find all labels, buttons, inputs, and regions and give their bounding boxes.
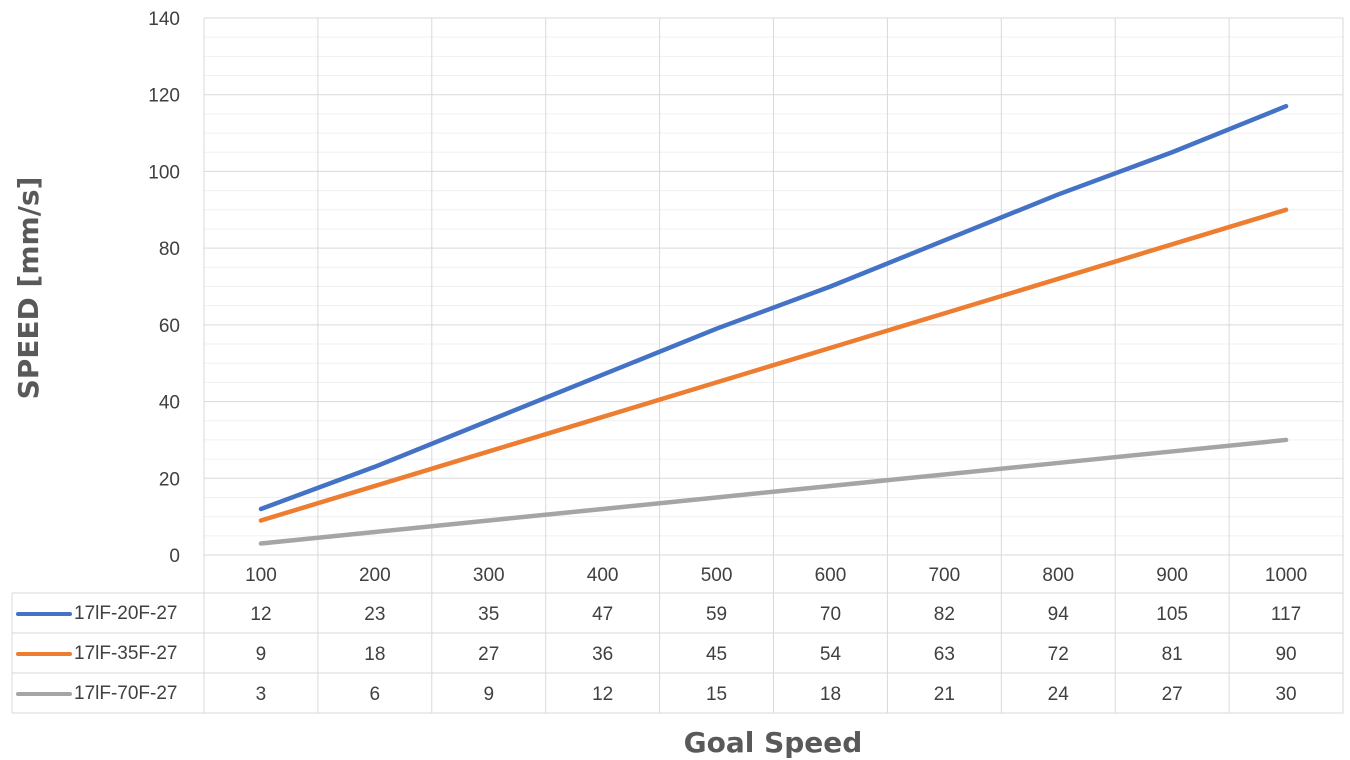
- data-table-cell: 15: [706, 684, 727, 705]
- y-tick-label: 20: [159, 469, 180, 490]
- data-table-cell: 9: [483, 684, 494, 705]
- data-table-cell: 24: [1048, 684, 1070, 705]
- data-table-cell: 18: [820, 684, 841, 705]
- series-line-3: [258, 437, 1289, 546]
- data-table-cell: 12: [592, 684, 613, 705]
- data-table-cell: 27: [1162, 684, 1183, 705]
- x-tick-label: 700: [928, 565, 960, 586]
- y-tick-label: 140: [148, 9, 180, 30]
- x-tick-label: 500: [701, 565, 733, 586]
- x-tick-label: 800: [1042, 565, 1074, 586]
- data-table-cell: 9: [256, 644, 267, 665]
- data-table-cell: 90: [1275, 644, 1296, 665]
- data-table-cell: 21: [934, 684, 955, 705]
- x-tick-label: 200: [359, 565, 391, 586]
- data-table-cell: 35: [478, 604, 499, 625]
- y-tick-label: 80: [159, 239, 180, 260]
- x-tick-label: 1000: [1265, 565, 1307, 586]
- x-axis-title: Goal Speed: [684, 726, 863, 759]
- data-table-cell: 72: [1048, 644, 1069, 665]
- data-table-cell: 3: [256, 684, 267, 705]
- legend-series-name: 17lF-70F-27: [74, 683, 178, 704]
- y-tick-label: 60: [159, 316, 180, 337]
- grid: [203, 17, 1344, 556]
- x-tick-label: 400: [587, 565, 619, 586]
- data-table-cell: 54: [820, 644, 842, 665]
- series-lines: [258, 103, 1289, 546]
- data-table-cell: 27: [478, 644, 499, 665]
- x-tick-label: 300: [473, 565, 505, 586]
- x-tick-label: 600: [815, 565, 847, 586]
- y-axis-ticks: 0 20 40 60 80 100 120 140: [148, 9, 180, 567]
- data-table-cell: 30: [1275, 684, 1296, 705]
- series-line-2: [258, 207, 1289, 523]
- data-table-cell: 105: [1156, 604, 1188, 625]
- y-tick-label: 120: [148, 86, 180, 107]
- legend-series-name: 17lF-20F-27: [74, 603, 178, 624]
- data-table-cell: 6: [370, 684, 381, 705]
- data-table-cell: 45: [706, 644, 727, 665]
- x-tick-label: 100: [245, 565, 277, 586]
- series-line-1: [258, 103, 1289, 512]
- legend-series-name: 17lF-35F-27: [74, 643, 178, 664]
- y-axis-title: SPEED [mm/s]: [12, 177, 45, 400]
- data-table-cell: 70: [820, 604, 841, 625]
- data-table-cell: 94: [1048, 604, 1070, 625]
- y-tick-label: 40: [159, 393, 180, 414]
- y-tick-label: 0: [169, 546, 180, 567]
- data-table-cell: 117: [1271, 604, 1301, 625]
- data-table-cell: 23: [364, 604, 385, 625]
- data-table-cell: 82: [934, 604, 955, 625]
- data-table-cell: 12: [250, 604, 271, 625]
- data-table-cell: 81: [1162, 644, 1183, 665]
- data-table: 100 200 300 400 500 600 700 800 900 1000 17lF-20F-…: [11, 555, 1344, 714]
- data-table-cell: 18: [364, 644, 385, 665]
- data-table-cell: 59: [706, 604, 727, 625]
- data-table-cell: 63: [934, 644, 955, 665]
- data-table-cell: 47: [592, 604, 613, 625]
- data-table-cell: 36: [592, 644, 613, 665]
- x-tick-label: 900: [1156, 565, 1188, 586]
- y-tick-label: 100: [148, 162, 180, 183]
